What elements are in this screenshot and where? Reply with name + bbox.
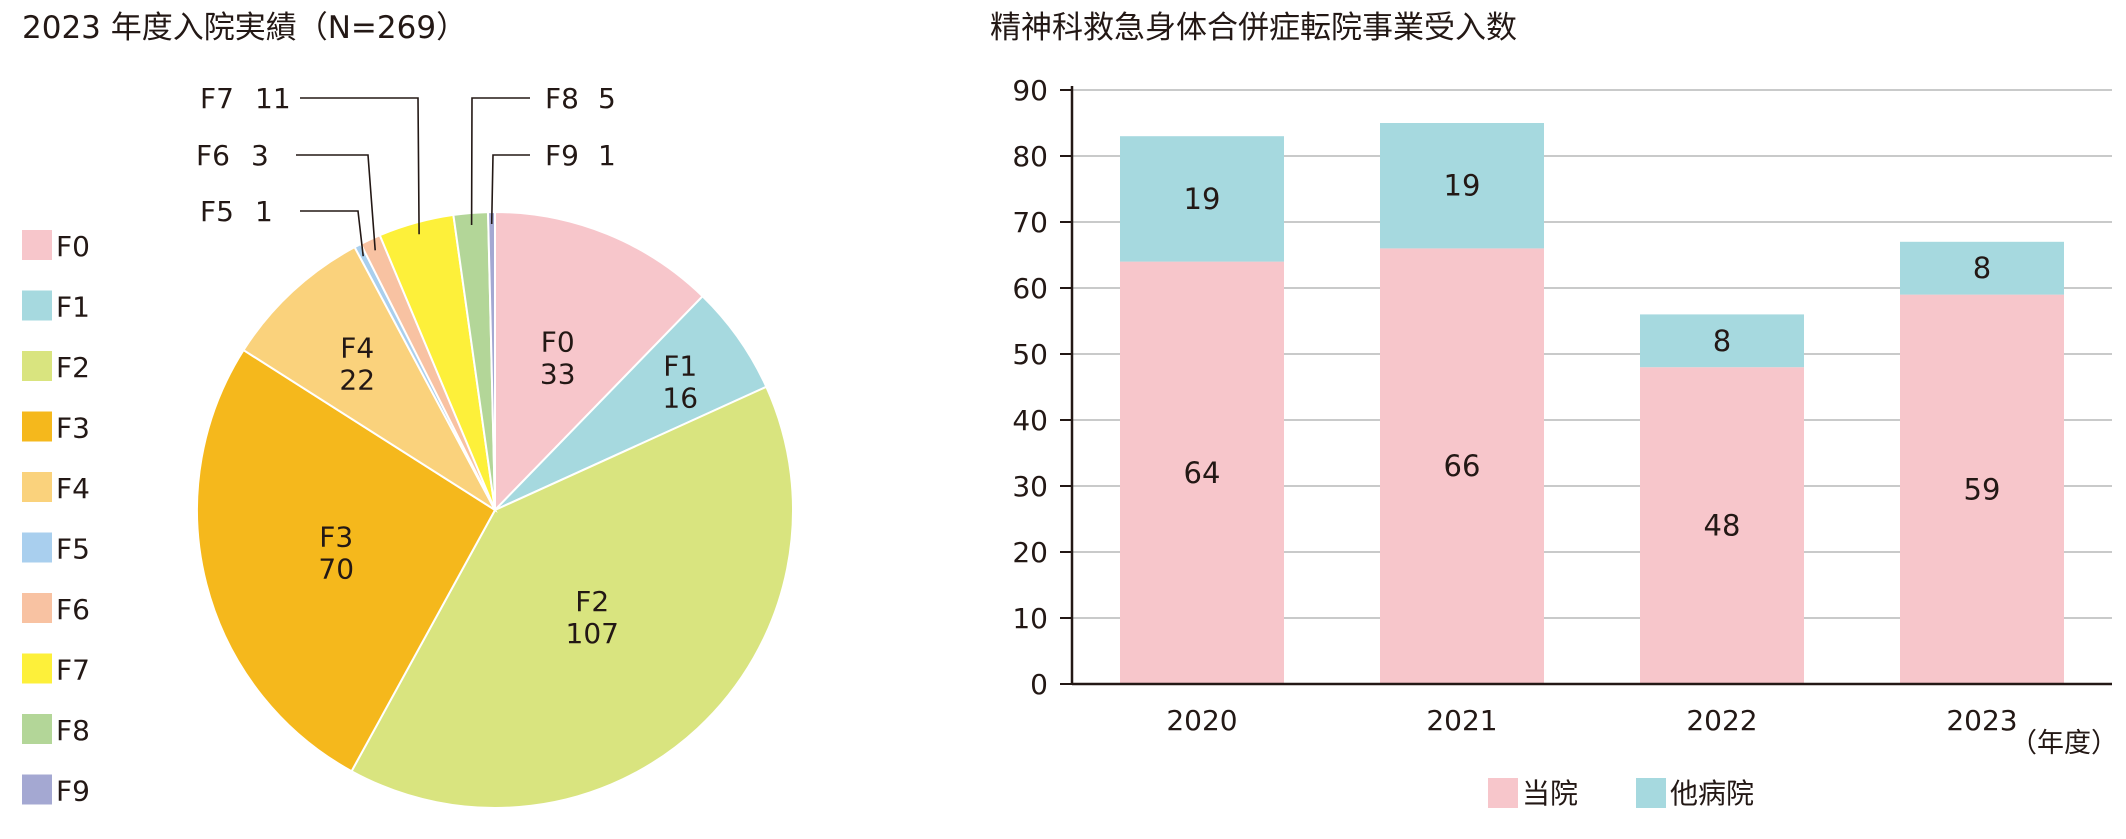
bar-2022-other-hospital xyxy=(1640,314,1804,368)
pie-callout-value-f5: 1 xyxy=(255,195,273,228)
pie-slice-f0 xyxy=(494,210,705,513)
pie-callout-label-f7: F7 xyxy=(200,82,234,115)
legend-swatch-f4 xyxy=(22,472,52,502)
pie-callout-f5 xyxy=(300,210,364,257)
pie-value-f1: 16 xyxy=(662,382,698,415)
legend-swatch-f2 xyxy=(22,351,52,381)
pie-callout-label-f8: F8 xyxy=(545,82,579,115)
y-tick-label-80: 80 xyxy=(1012,140,1048,173)
bar-2022-own-hospital xyxy=(1640,367,1804,684)
legend-swatch-f9 xyxy=(22,774,52,805)
pie-label-f2: F2 xyxy=(575,585,609,618)
bar-2023-other-hospital xyxy=(1900,241,2064,295)
pie-value-f4: 22 xyxy=(339,363,375,396)
pie-label-f1: F1 xyxy=(663,350,697,383)
y-tick-label-50: 50 xyxy=(1012,338,1048,371)
legend-swatch-f5 xyxy=(22,532,52,563)
legend-label-own-hospital: 当院 xyxy=(1522,777,1578,810)
legend-label-f0: F0 xyxy=(56,230,90,263)
pie-chart-title: 2023 年度入院実績（N=269） xyxy=(22,10,467,46)
y-tick-label-70: 70 xyxy=(1012,206,1048,239)
data-label-2023-other-hospital: 8 xyxy=(1973,251,1991,285)
bar-legend: 当院 他病院 xyxy=(1488,777,1754,810)
legend-label-f7: F7 xyxy=(56,654,90,687)
bar-2021-own-hospital xyxy=(1380,248,1544,684)
legend-label-f3: F3 xyxy=(56,412,90,445)
legend-label-f2: F2 xyxy=(56,351,90,384)
data-label-2023-own-hospital: 59 xyxy=(1964,472,2001,506)
pie-callout-label-f5: F5 xyxy=(200,195,234,228)
pie-slice-f2 xyxy=(350,385,794,809)
bar-2020-other-hospital xyxy=(1120,136,1284,262)
y-tick-label-60: 60 xyxy=(1012,272,1048,305)
data-label-2022-own-hospital: 48 xyxy=(1704,509,1741,543)
pie-value-f0: 33 xyxy=(540,357,576,390)
legend-swatch-f6 xyxy=(22,593,52,623)
pie-callout-f6 xyxy=(296,154,376,251)
bar-axes: 0 10 20 30 40 50 60 70 80 90 2020 2021 2022 2023（年度） xyxy=(1012,74,2118,759)
y-tick-label-20: 20 xyxy=(1012,536,1048,569)
pie-label-f3: F3 xyxy=(319,521,353,554)
pie-callout-label-f9: F9 xyxy=(545,139,579,172)
pie-callout-value-f8: 5 xyxy=(598,82,616,115)
y-tick-label-40: 40 xyxy=(1012,404,1048,437)
legend-label-f6: F6 xyxy=(56,593,90,626)
legend-label-other-hospital: 他病院 xyxy=(1670,777,1754,810)
legend-swatch-f3 xyxy=(22,411,52,442)
y-tick-label-10: 10 xyxy=(1012,602,1048,635)
legend-swatch-f8 xyxy=(22,714,52,744)
pie-callout-value-f7: 11 xyxy=(255,82,291,115)
data-label-2020-own-hospital: 64 xyxy=(1184,456,1221,490)
legend-label-f5: F5 xyxy=(56,533,90,566)
legend-swatch-f0 xyxy=(22,230,52,260)
data-label-2022-other-hospital: 8 xyxy=(1713,324,1731,358)
bar-2021-other-hospital xyxy=(1380,123,1544,249)
legend-swatch-own-hospital xyxy=(1488,778,1518,808)
data-label-2021-other-hospital: 19 xyxy=(1444,169,1481,203)
pie-callout-value-f9: 1 xyxy=(598,139,616,172)
legend-label-f8: F8 xyxy=(56,714,90,747)
legend-label-f9: F9 xyxy=(56,775,90,808)
legend-label-f4: F4 xyxy=(56,472,90,505)
pie-chart xyxy=(196,210,794,809)
data-label-2021-own-hospital: 66 xyxy=(1444,449,1481,483)
bar-chart-title: 精神科救急身体合併症転院事業受入数 xyxy=(990,10,1517,46)
bar-2020-own-hospital xyxy=(1120,261,1284,684)
pie-value-f2: 107 xyxy=(566,617,619,650)
legend-swatch-f7 xyxy=(22,653,52,684)
pie-slice-f4 xyxy=(242,245,498,513)
pie-callout-f9 xyxy=(490,154,530,225)
y-tick-label-0: 0 xyxy=(1030,668,1048,701)
bar-2023-own-hospital xyxy=(1900,294,2064,684)
legend-swatch-other-hospital xyxy=(1636,778,1666,808)
y-tick-label-90: 90 xyxy=(1012,74,1048,107)
pie-label-f4: F4 xyxy=(340,331,374,364)
x-tick-label-2022: 2022 xyxy=(1686,704,1757,737)
pie-legend: F0 F1 F2 F3 F4 F5 F6 F7 F8 F9 xyxy=(22,230,90,808)
pie-callout-f8 xyxy=(470,97,530,226)
pie-label-f0: F0 xyxy=(541,325,575,358)
x-tick-label-2023: 2023 xyxy=(1946,704,2017,737)
legend-label-f1: F1 xyxy=(56,291,90,324)
pie-callout-value-f6: 3 xyxy=(251,139,269,172)
pie-callout-f7 xyxy=(300,97,420,235)
legend-swatch-f1 xyxy=(22,290,52,321)
x-tick-label-2020: 2020 xyxy=(1166,704,1237,737)
pie-callout-label-f6: F6 xyxy=(196,139,230,172)
y-tick-label-30: 30 xyxy=(1012,470,1048,503)
x-tick-label-2021: 2021 xyxy=(1426,704,1497,737)
pie-value-f3: 70 xyxy=(318,553,354,586)
x-axis-unit-label: （年度） xyxy=(2010,728,2118,759)
bar-chart: 64 19 66 19 48 8 59 8 xyxy=(1120,123,2064,684)
data-label-2020-other-hospital: 19 xyxy=(1184,182,1221,216)
pie-slice-f3 xyxy=(196,348,497,773)
